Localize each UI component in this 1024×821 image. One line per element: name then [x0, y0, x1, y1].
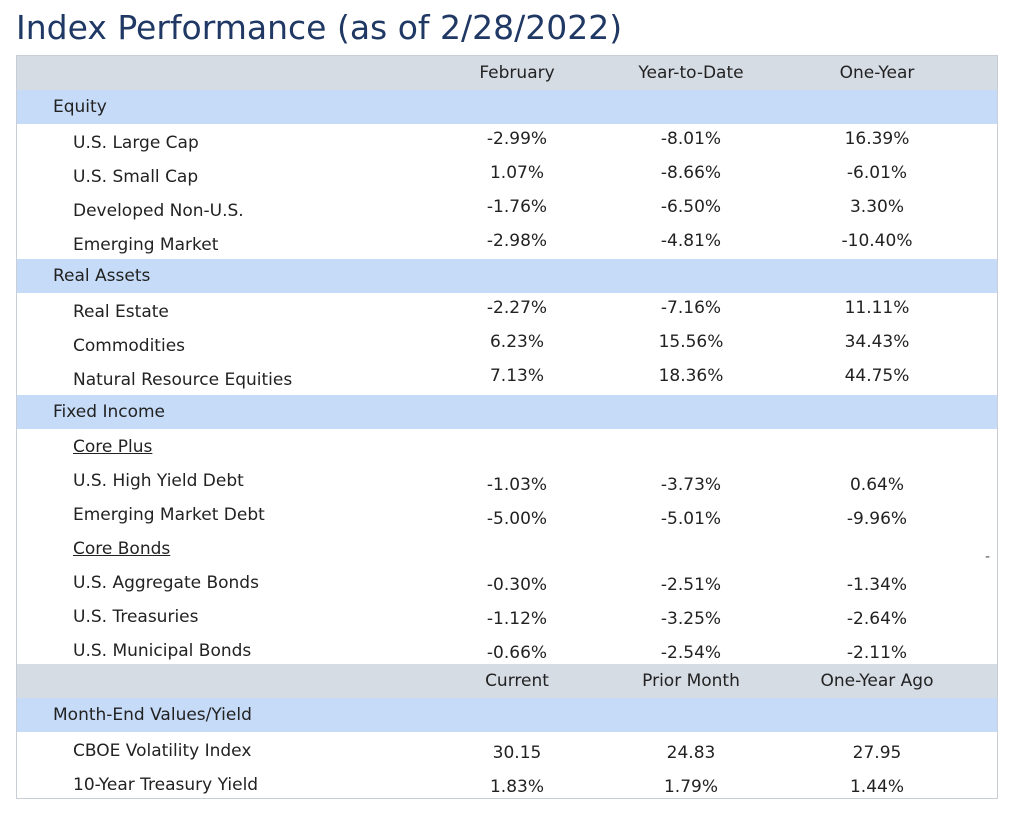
section-label: Real Assets	[53, 266, 151, 286]
ytd-value: -3.25%	[660, 609, 722, 629]
page-title: Index Performance (as of 2/28/2022)	[16, 8, 623, 47]
ytd-value: -5.01%	[660, 509, 722, 529]
section-month-end-values: Month-End Values/Yield	[17, 698, 997, 732]
table-row: U.S. Municipal Bonds -0.66% -2.54% -2.11…	[17, 632, 997, 666]
ytd-value: -8.01%	[660, 129, 722, 149]
one-year-value: 44.75%	[844, 366, 910, 386]
subsection-core-bonds: Core Bonds	[17, 530, 997, 564]
row-label: Emerging Market Debt	[73, 505, 265, 525]
table-row: Emerging Market -2.98% -4.81% -10.40%	[17, 226, 997, 260]
ytd-value: -8.66%	[660, 163, 722, 183]
ytd-value: -3.73%	[660, 475, 722, 495]
ytd-value: 15.56%	[658, 332, 724, 352]
february-value: -0.66%	[486, 643, 548, 663]
table-row: Natural Resource Equities 7.13% 18.36% 4…	[17, 361, 997, 395]
one-year-value: 11.11%	[844, 298, 910, 318]
one-year-value: 34.43%	[844, 332, 910, 352]
one-year-value: 16.39%	[844, 129, 910, 149]
one-year-ago-value: 27.95	[852, 743, 902, 763]
february-value: 7.13%	[489, 366, 544, 386]
february-value: -0.30%	[486, 575, 548, 595]
section-label: Equity	[53, 97, 107, 117]
table-row: Emerging Market Debt -5.00% -5.01% -9.96…	[17, 496, 997, 530]
section-label: Fixed Income	[53, 402, 166, 422]
column-header-year-to-date: Year-to-Date	[638, 63, 744, 83]
one-year-value: 0.64%	[849, 475, 904, 495]
february-value: -1.03%	[486, 475, 548, 495]
row-label: Natural Resource Equities	[73, 370, 293, 390]
prior-month-value: 1.79%	[663, 777, 718, 797]
section-equity: Equity	[17, 90, 997, 124]
column-header-current: Current	[485, 671, 549, 691]
one-year-ago-value: 1.44%	[849, 777, 904, 797]
row-label: U.S. Treasuries	[73, 607, 199, 627]
one-year-value: 3.30%	[849, 197, 904, 217]
row-label: U.S. Small Cap	[73, 167, 199, 187]
section-fixed-income: Fixed Income	[17, 395, 997, 429]
ytd-value: -7.16%	[660, 298, 722, 318]
one-year-value: -10.40%	[841, 231, 913, 251]
one-year-value: -2.64%	[846, 609, 908, 629]
column-header-february: February	[479, 63, 555, 83]
table-row: U.S. High Yield Debt -1.03% -3.73% 0.64%	[17, 462, 997, 496]
subsection-label: Core Plus	[73, 437, 153, 457]
row-label: Commodities	[73, 336, 186, 356]
current-value: 30.15	[492, 743, 542, 763]
one-year-value: -2.11%	[846, 643, 908, 663]
february-value: -1.12%	[486, 609, 548, 629]
february-value: 6.23%	[489, 332, 544, 352]
ytd-value: -4.81%	[660, 231, 722, 251]
table-row: Developed Non-U.S. -1.76% -6.50% 3.30%	[17, 192, 997, 226]
values-header-row: Current Prior Month One-Year Ago	[17, 664, 997, 698]
table-row: CBOE Volatility Index 30.15 24.83 27.95	[17, 732, 997, 766]
row-label: 10-Year Treasury Yield	[73, 775, 259, 795]
stray-dash-mark: -	[985, 549, 991, 565]
row-label: Real Estate	[73, 302, 169, 322]
february-value: 1.07%	[489, 163, 544, 183]
row-label: U.S. Aggregate Bonds	[73, 573, 259, 593]
ytd-value: 18.36%	[658, 366, 724, 386]
row-label: U.S. Large Cap	[73, 133, 199, 153]
ytd-value: -6.50%	[660, 197, 722, 217]
subsection-label: Core Bonds	[73, 539, 171, 559]
row-label: U.S. High Yield Debt	[73, 471, 244, 491]
ytd-value: -2.54%	[660, 643, 722, 663]
column-header-prior-month: Prior Month	[642, 671, 740, 691]
february-value: -5.00%	[486, 509, 548, 529]
one-year-value: -9.96%	[846, 509, 908, 529]
table-row: Commodities 6.23% 15.56% 34.43%	[17, 327, 997, 361]
february-value: -1.76%	[486, 197, 548, 217]
row-label: CBOE Volatility Index	[73, 741, 252, 761]
index-performance-table: February Year-to-Date One-Year Equity U.…	[16, 55, 998, 799]
one-year-value: -6.01%	[846, 163, 908, 183]
february-value: -2.99%	[486, 129, 548, 149]
february-value: -2.98%	[486, 231, 548, 251]
section-label: Month-End Values/Yield	[53, 705, 252, 725]
february-value: -2.27%	[486, 298, 548, 318]
table-row: Real Estate -2.27% -7.16% 11.11%	[17, 293, 997, 327]
performance-header-row: February Year-to-Date One-Year	[17, 56, 997, 90]
section-real-assets: Real Assets	[17, 259, 997, 293]
table-row: U.S. Treasuries -1.12% -3.25% -2.64%	[17, 598, 997, 632]
subsection-core-plus: Core Plus	[17, 428, 997, 462]
ytd-value: -2.51%	[660, 575, 722, 595]
column-header-one-year: One-Year	[839, 63, 915, 83]
row-label: Developed Non-U.S.	[73, 201, 244, 221]
current-value: 1.83%	[489, 777, 544, 797]
prior-month-value: 24.83	[666, 743, 716, 763]
row-label: U.S. Municipal Bonds	[73, 641, 252, 661]
row-label: Emerging Market	[73, 235, 219, 255]
column-header-one-year-ago: One-Year Ago	[820, 671, 934, 691]
table-row: U.S. Aggregate Bonds -0.30% -2.51% -1.34…	[17, 564, 997, 598]
table-row: U.S. Large Cap -2.99% -8.01% 16.39%	[17, 124, 997, 158]
table-row: 10-Year Treasury Yield 1.83% 1.79% 1.44%	[17, 766, 997, 800]
table-row: U.S. Small Cap 1.07% -8.66% -6.01%	[17, 158, 997, 192]
one-year-value: -1.34%	[846, 575, 908, 595]
